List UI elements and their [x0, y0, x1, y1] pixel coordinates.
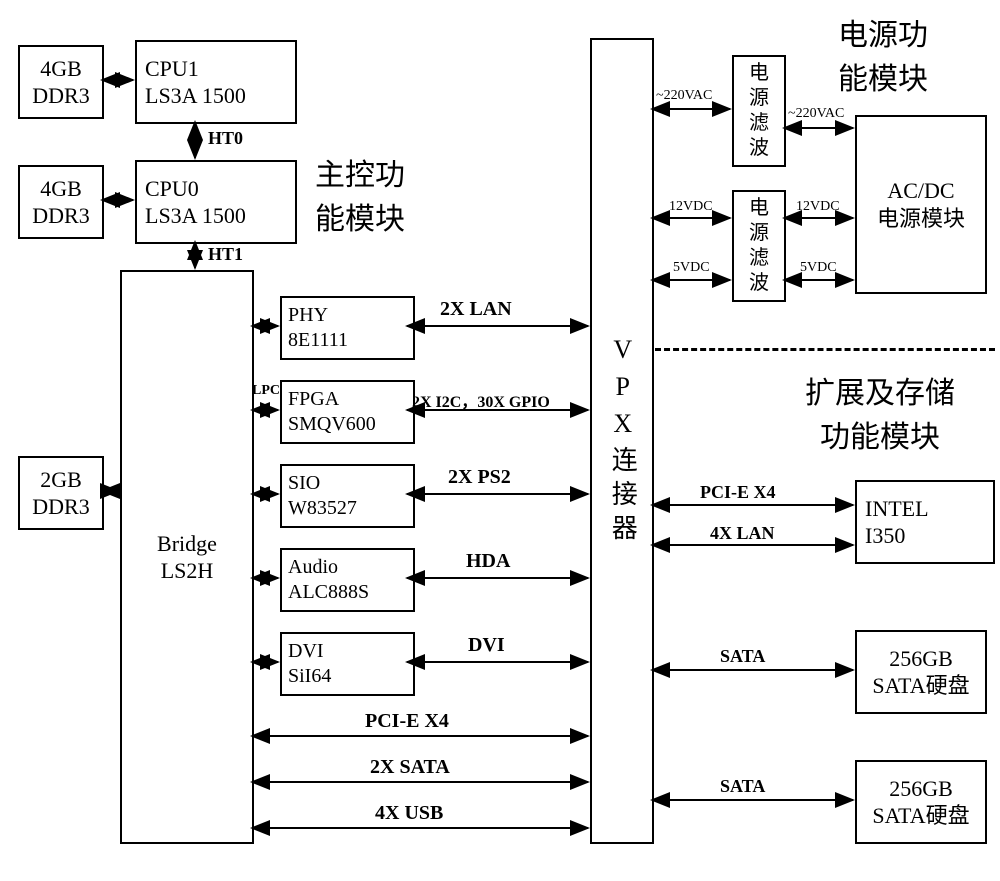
box-phy: PHY 8E1111 [280, 296, 415, 360]
label-i2c: 2X I2C，30X GPIO [412, 388, 550, 412]
box-ddr3-3: 2GB DDR3 [18, 456, 104, 530]
bridge-l2: LS2H [161, 557, 214, 585]
title-power: 电源功 能模块 [838, 10, 928, 98]
pf2-l2: 源 [749, 221, 769, 246]
label-lan2: 2X LAN [440, 298, 512, 321]
pf1-l2: 源 [749, 86, 769, 111]
box-pf1: 电 源 滤 波 [732, 55, 786, 167]
phy-l2: 8E1111 [288, 328, 348, 353]
pf1-l3: 滤 [749, 111, 769, 136]
pf1-l4: 波 [749, 136, 769, 161]
label-v5a: 5VDC [673, 260, 710, 276]
phy-l1: PHY [288, 303, 328, 328]
label-usb4: 4X USB [375, 802, 443, 825]
cpu1-l1: CPU1 [145, 55, 199, 83]
label-lan4: 4X LAN [710, 523, 775, 544]
acdc-l2: 电源模块 [877, 205, 965, 233]
sio-l1: SIO [288, 471, 320, 496]
label-ps2: 2X PS2 [448, 466, 511, 489]
acdc-l1: AC/DC [887, 177, 954, 205]
box-hdd2: 256GB SATA硬盘 [855, 760, 987, 844]
label-sata-r2: SATA [720, 776, 765, 797]
cpu0-l1: CPU0 [145, 175, 199, 203]
box-cpu1: CPU1 LS3A 1500 [135, 40, 297, 124]
box-bridge: Bridge LS2H [120, 270, 254, 844]
box-i350: INTEL I350 [855, 480, 995, 564]
dvi-l1: DVI [288, 639, 324, 664]
section-divider [655, 348, 995, 351]
box-dvi: DVI SiI64 [280, 632, 415, 696]
box-pf2: 电 源 滤 波 [732, 190, 786, 302]
box-ddr3-1: 4GB DDR3 [18, 45, 104, 119]
hdd2-l2: SATA硬盘 [872, 802, 969, 830]
label-v12a: 12VDC [669, 199, 713, 215]
title-main: 主控功 能模块 [315, 150, 405, 238]
label-v12b: 12VDC [796, 199, 840, 215]
label-dvi: DVI [468, 634, 505, 657]
dvi-l2: SiI64 [288, 664, 331, 689]
fpga-l1: FPGA [288, 387, 339, 412]
box-sio: SIO W83527 [280, 464, 415, 528]
ddr3-1-l2: DDR3 [32, 82, 89, 110]
ddr3-3-l1: 2GB [40, 466, 82, 494]
ddr3-3-l2: DDR3 [32, 493, 89, 521]
ddr3-2-l1: 4GB [40, 175, 82, 203]
fpga-l2: SMQV600 [288, 412, 376, 437]
hdd1-l1: 256GB [889, 645, 953, 673]
i350-l2: I350 [865, 522, 905, 550]
box-ddr3-2: 4GB DDR3 [18, 165, 104, 239]
bridge-l1: Bridge [157, 530, 217, 558]
box-hdd1: 256GB SATA硬盘 [855, 630, 987, 714]
title-ext: 扩展及存储 功能模块 [805, 368, 955, 456]
i350-l1: INTEL [865, 495, 929, 523]
pf2-l3: 滤 [749, 246, 769, 271]
box-audio: Audio ALC888S [280, 548, 415, 612]
sio-l2: W83527 [288, 496, 357, 521]
box-fpga: FPGA SMQV600 [280, 380, 415, 444]
audio-l1: Audio [288, 555, 338, 580]
ddr3-1-l1: 4GB [40, 55, 82, 83]
pf2-l1: 电 [749, 196, 769, 221]
ddr3-2-l2: DDR3 [32, 202, 89, 230]
label-ac1: ~220VAC [656, 88, 712, 104]
box-vpx: VPX连接器 [590, 38, 654, 844]
pf1-l1: 电 [749, 61, 769, 86]
hdd1-l2: SATA硬盘 [872, 672, 969, 700]
vpx-text: VPX连接器 [606, 335, 639, 548]
label-lpc: LPC [252, 383, 280, 399]
label-sata2: 2X SATA [370, 756, 450, 779]
diagram-stage: 主控功 能模块 电源功 能模块 扩展及存储 功能模块 4GB DDR3 4GB … [0, 0, 1000, 881]
label-ac2: ~220VAC [788, 106, 844, 122]
audio-l2: ALC888S [288, 580, 369, 605]
box-cpu0: CPU0 LS3A 1500 [135, 160, 297, 244]
cpu0-l2: LS3A 1500 [145, 202, 246, 230]
label-sata-r1: SATA [720, 646, 765, 667]
pf2-l4: 波 [749, 271, 769, 296]
label-ht0: HT0 [208, 128, 243, 149]
label-pcie-r: PCI-E X4 [700, 482, 776, 503]
label-pciex4: PCI-E X4 [365, 710, 449, 733]
box-acdc: AC/DC 电源模块 [855, 115, 987, 294]
cpu1-l2: LS3A 1500 [145, 82, 246, 110]
hdd2-l1: 256GB [889, 775, 953, 803]
label-ht1: HT1 [208, 244, 243, 265]
label-hda: HDA [466, 550, 510, 573]
label-v5b: 5VDC [800, 260, 837, 276]
